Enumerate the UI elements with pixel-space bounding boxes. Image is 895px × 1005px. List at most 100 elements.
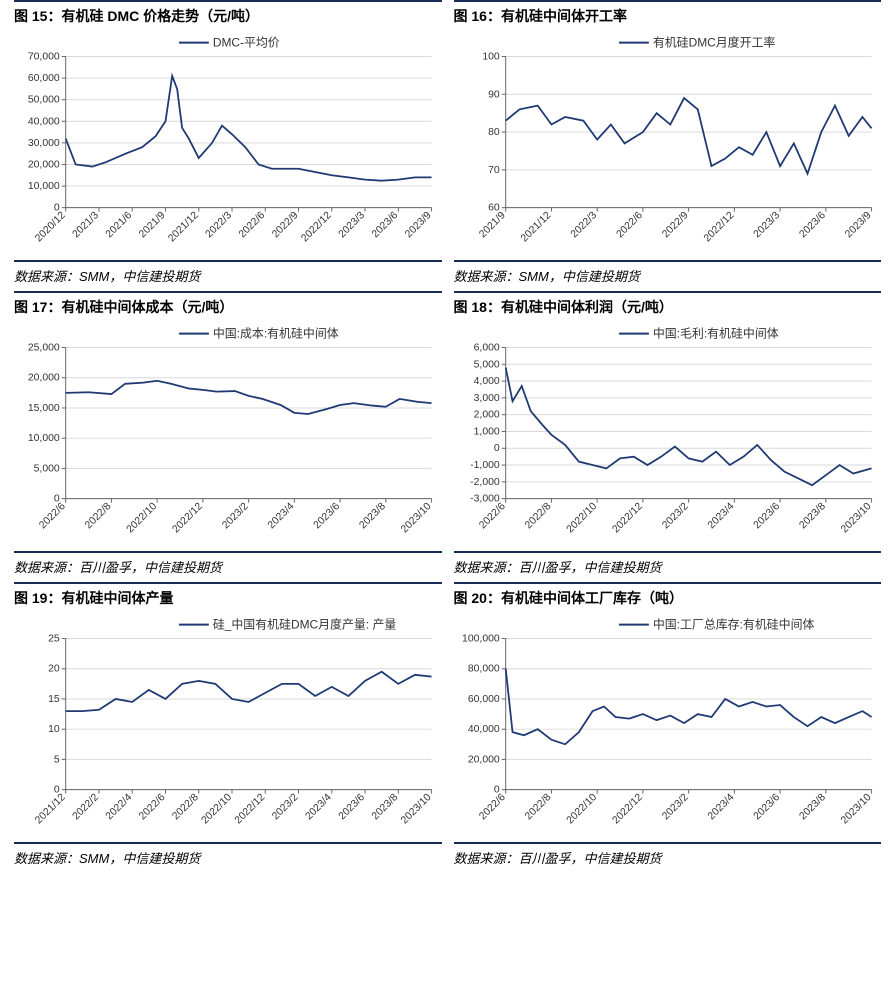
svg-text:2022/10: 2022/10	[125, 501, 160, 536]
svg-text:0: 0	[493, 443, 499, 454]
line-chart: 020,00040,00060,00080,000100,0002022/620…	[454, 612, 882, 842]
svg-text:15,000: 15,000	[28, 403, 60, 414]
svg-text:2023/4: 2023/4	[706, 501, 736, 531]
svg-text:中国:成本:有机硅中间体: 中国:成本:有机硅中间体	[213, 327, 339, 341]
svg-text:60,000: 60,000	[467, 694, 499, 705]
line-chart: 010,00020,00030,00040,00050,00060,00070,…	[14, 30, 442, 260]
svg-text:2022/6: 2022/6	[137, 792, 167, 822]
svg-text:70,000: 70,000	[28, 52, 60, 63]
svg-text:2021/12: 2021/12	[519, 210, 554, 245]
svg-text:2022/12: 2022/12	[171, 501, 206, 536]
svg-text:70: 70	[488, 165, 500, 176]
svg-text:2023/10: 2023/10	[399, 501, 434, 536]
line-chart: -3,000-2,000-1,00001,0002,0003,0004,0005…	[454, 321, 882, 551]
svg-text:2022/6: 2022/6	[477, 792, 507, 822]
chart-title: 图 19：有机硅中间体产量	[14, 582, 442, 612]
svg-text:80: 80	[488, 127, 500, 138]
chart-title: 图 16：有机硅中间体开工率	[454, 0, 882, 30]
svg-text:20,000: 20,000	[28, 373, 60, 384]
svg-text:2023/4: 2023/4	[266, 501, 296, 531]
svg-text:2022/8: 2022/8	[523, 792, 553, 822]
svg-text:2023/8: 2023/8	[797, 792, 827, 822]
svg-text:2022/12: 2022/12	[610, 792, 645, 827]
svg-text:2022/12: 2022/12	[702, 210, 737, 245]
svg-text:2022/6: 2022/6	[477, 501, 507, 531]
svg-text:2022/8: 2022/8	[523, 501, 553, 531]
svg-text:30,000: 30,000	[28, 138, 60, 149]
svg-text:-1,000: -1,000	[470, 460, 500, 471]
svg-text:20: 20	[48, 664, 60, 675]
svg-text:2022/10: 2022/10	[200, 792, 235, 827]
svg-text:2023/4: 2023/4	[706, 792, 736, 822]
svg-text:60,000: 60,000	[28, 73, 60, 84]
svg-text:25: 25	[48, 634, 60, 645]
svg-text:2023/2: 2023/2	[220, 501, 250, 531]
svg-text:2021/9: 2021/9	[137, 210, 167, 240]
svg-text:2022/12: 2022/12	[610, 501, 645, 536]
svg-text:2022/9: 2022/9	[270, 210, 300, 240]
chart-source: 数据来源：SMM，中信建投期货	[14, 842, 442, 873]
svg-text:80,000: 80,000	[467, 664, 499, 675]
svg-text:2022/8: 2022/8	[83, 501, 113, 531]
line-chart: 607080901002021/92021/122022/32022/62022…	[454, 30, 882, 260]
svg-text:2021/6: 2021/6	[104, 210, 134, 240]
svg-text:2023/3: 2023/3	[751, 210, 781, 240]
svg-text:2022/12: 2022/12	[299, 210, 334, 245]
svg-text:2023/4: 2023/4	[304, 792, 334, 822]
svg-text:2023/8: 2023/8	[370, 792, 400, 822]
svg-text:2023/10: 2023/10	[839, 792, 874, 827]
chart-title: 图 20：有机硅中间体工厂库存（吨）	[454, 582, 882, 612]
svg-text:5: 5	[54, 754, 60, 765]
svg-text:2022/3: 2022/3	[204, 210, 234, 240]
svg-text:3,000: 3,000	[473, 393, 499, 404]
svg-text:2022/3: 2022/3	[568, 210, 598, 240]
svg-text:2022/2: 2022/2	[71, 792, 101, 822]
legend: DMC-平均价	[179, 36, 280, 50]
svg-text:2023/2: 2023/2	[660, 501, 690, 531]
svg-text:2021/12: 2021/12	[33, 792, 68, 827]
svg-text:2023/8: 2023/8	[358, 501, 388, 531]
svg-text:2023/10: 2023/10	[399, 792, 434, 827]
chart-title: 图 17：有机硅中间体成本（元/吨）	[14, 291, 442, 321]
svg-text:2023/9: 2023/9	[843, 210, 873, 240]
svg-text:中国:工厂总库存:有机硅中间体: 中国:工厂总库存:有机硅中间体	[652, 618, 814, 632]
line-chart: 05101520252021/122022/22022/42022/62022/…	[14, 612, 442, 842]
svg-text:10,000: 10,000	[28, 433, 60, 444]
svg-text:-2,000: -2,000	[470, 477, 500, 488]
svg-text:2022/9: 2022/9	[660, 210, 690, 240]
chart-title: 图 15：有机硅 DMC 价格走势（元/吨）	[14, 0, 442, 30]
svg-text:2,000: 2,000	[473, 410, 499, 421]
chart-source: 数据来源：百川盈孚，中信建投期货	[14, 551, 442, 582]
svg-text:2023/2: 2023/2	[660, 792, 690, 822]
svg-text:DMC-平均价: DMC-平均价	[213, 36, 280, 50]
svg-text:50,000: 50,000	[28, 95, 60, 106]
svg-text:2023/9: 2023/9	[403, 210, 433, 240]
svg-text:硅_中国有机硅DMC月度产量: 产量: 硅_中国有机硅DMC月度产量: 产量	[213, 618, 397, 632]
svg-text:2022/10: 2022/10	[564, 501, 599, 536]
svg-text:2023/2: 2023/2	[270, 792, 300, 822]
chart-title: 图 18：有机硅中间体利润（元/吨）	[454, 291, 882, 321]
svg-text:2021/12: 2021/12	[166, 210, 201, 245]
svg-text:2023/6: 2023/6	[751, 792, 781, 822]
svg-text:2023/6: 2023/6	[370, 210, 400, 240]
svg-text:2023/10: 2023/10	[839, 501, 874, 536]
svg-text:2023/6: 2023/6	[312, 501, 342, 531]
svg-text:100: 100	[482, 52, 500, 63]
svg-text:1,000: 1,000	[473, 426, 499, 437]
legend: 中国:工厂总库存:有机硅中间体	[619, 618, 814, 632]
svg-text:-3,000: -3,000	[470, 494, 500, 505]
svg-text:中国:毛利:有机硅中间体: 中国:毛利:有机硅中间体	[652, 327, 778, 341]
svg-text:2023/3: 2023/3	[337, 210, 367, 240]
svg-text:2022/8: 2022/8	[171, 792, 201, 822]
svg-text:5,000: 5,000	[473, 359, 499, 370]
svg-text:10: 10	[48, 724, 60, 735]
svg-text:10,000: 10,000	[28, 181, 60, 192]
svg-text:25,000: 25,000	[28, 343, 60, 354]
line-chart: 05,00010,00015,00020,00025,0002022/62022…	[14, 321, 442, 551]
svg-text:2023/6: 2023/6	[337, 792, 367, 822]
svg-text:2022/12: 2022/12	[233, 792, 268, 827]
svg-text:20,000: 20,000	[28, 159, 60, 170]
chart-source: 数据来源：SMM，中信建投期货	[14, 260, 442, 291]
chart-source: 数据来源：SMM，中信建投期货	[454, 260, 882, 291]
svg-text:5,000: 5,000	[34, 463, 60, 474]
